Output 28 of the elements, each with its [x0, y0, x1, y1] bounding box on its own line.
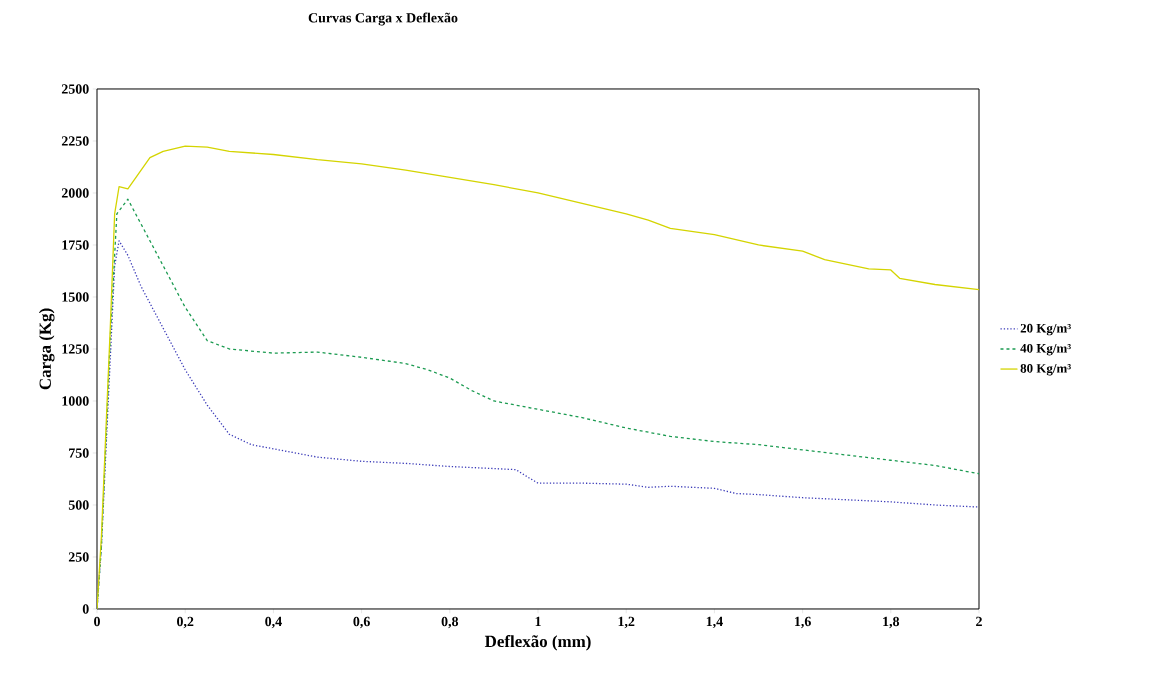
x-tick-label: 1,2: [618, 616, 635, 629]
y-tick-label: 2250: [61, 136, 89, 146]
chart-title: Curvas Carga x Deflexão: [308, 12, 458, 26]
x-tick-label: 0,6: [353, 616, 370, 629]
x-axis-title: Deflexão (mm): [484, 635, 591, 651]
x-tick-label: 1,8: [883, 616, 900, 629]
x-tick-label: 0: [94, 616, 100, 627]
x-tick-label: 0,8: [441, 616, 459, 629]
x-tick-label: 2: [976, 616, 982, 626]
y-tick-label: 2500: [61, 84, 89, 94]
x-tick-label: 1,4: [706, 616, 723, 629]
y-tick-label: 0: [82, 604, 89, 614]
y-tick-label: 500: [68, 500, 89, 510]
y-tick-label: 1000: [62, 396, 89, 406]
x-tick-label: 1,6: [795, 616, 811, 629]
y-tick-label: 2000: [61, 188, 89, 198]
y-tick-label: 1750: [62, 240, 89, 250]
legend-label: 20 Kg/m³: [1020, 323, 1071, 336]
y-tick-label: 1250: [62, 344, 89, 354]
y-axis-title: Carga (Kg): [39, 308, 55, 390]
x-tick-label: 0,2: [177, 616, 194, 629]
y-tick-label: 250: [68, 552, 89, 562]
x-tick-label: 0,4: [265, 616, 282, 629]
y-tick-label: 1500: [62, 292, 89, 302]
y-tick-label: 750: [69, 448, 89, 458]
x-tick-label: 1: [535, 616, 541, 626]
legend-label: 40 Kg/m³: [1020, 343, 1071, 356]
legend-label: 80 Kg/m³: [1020, 364, 1071, 376]
